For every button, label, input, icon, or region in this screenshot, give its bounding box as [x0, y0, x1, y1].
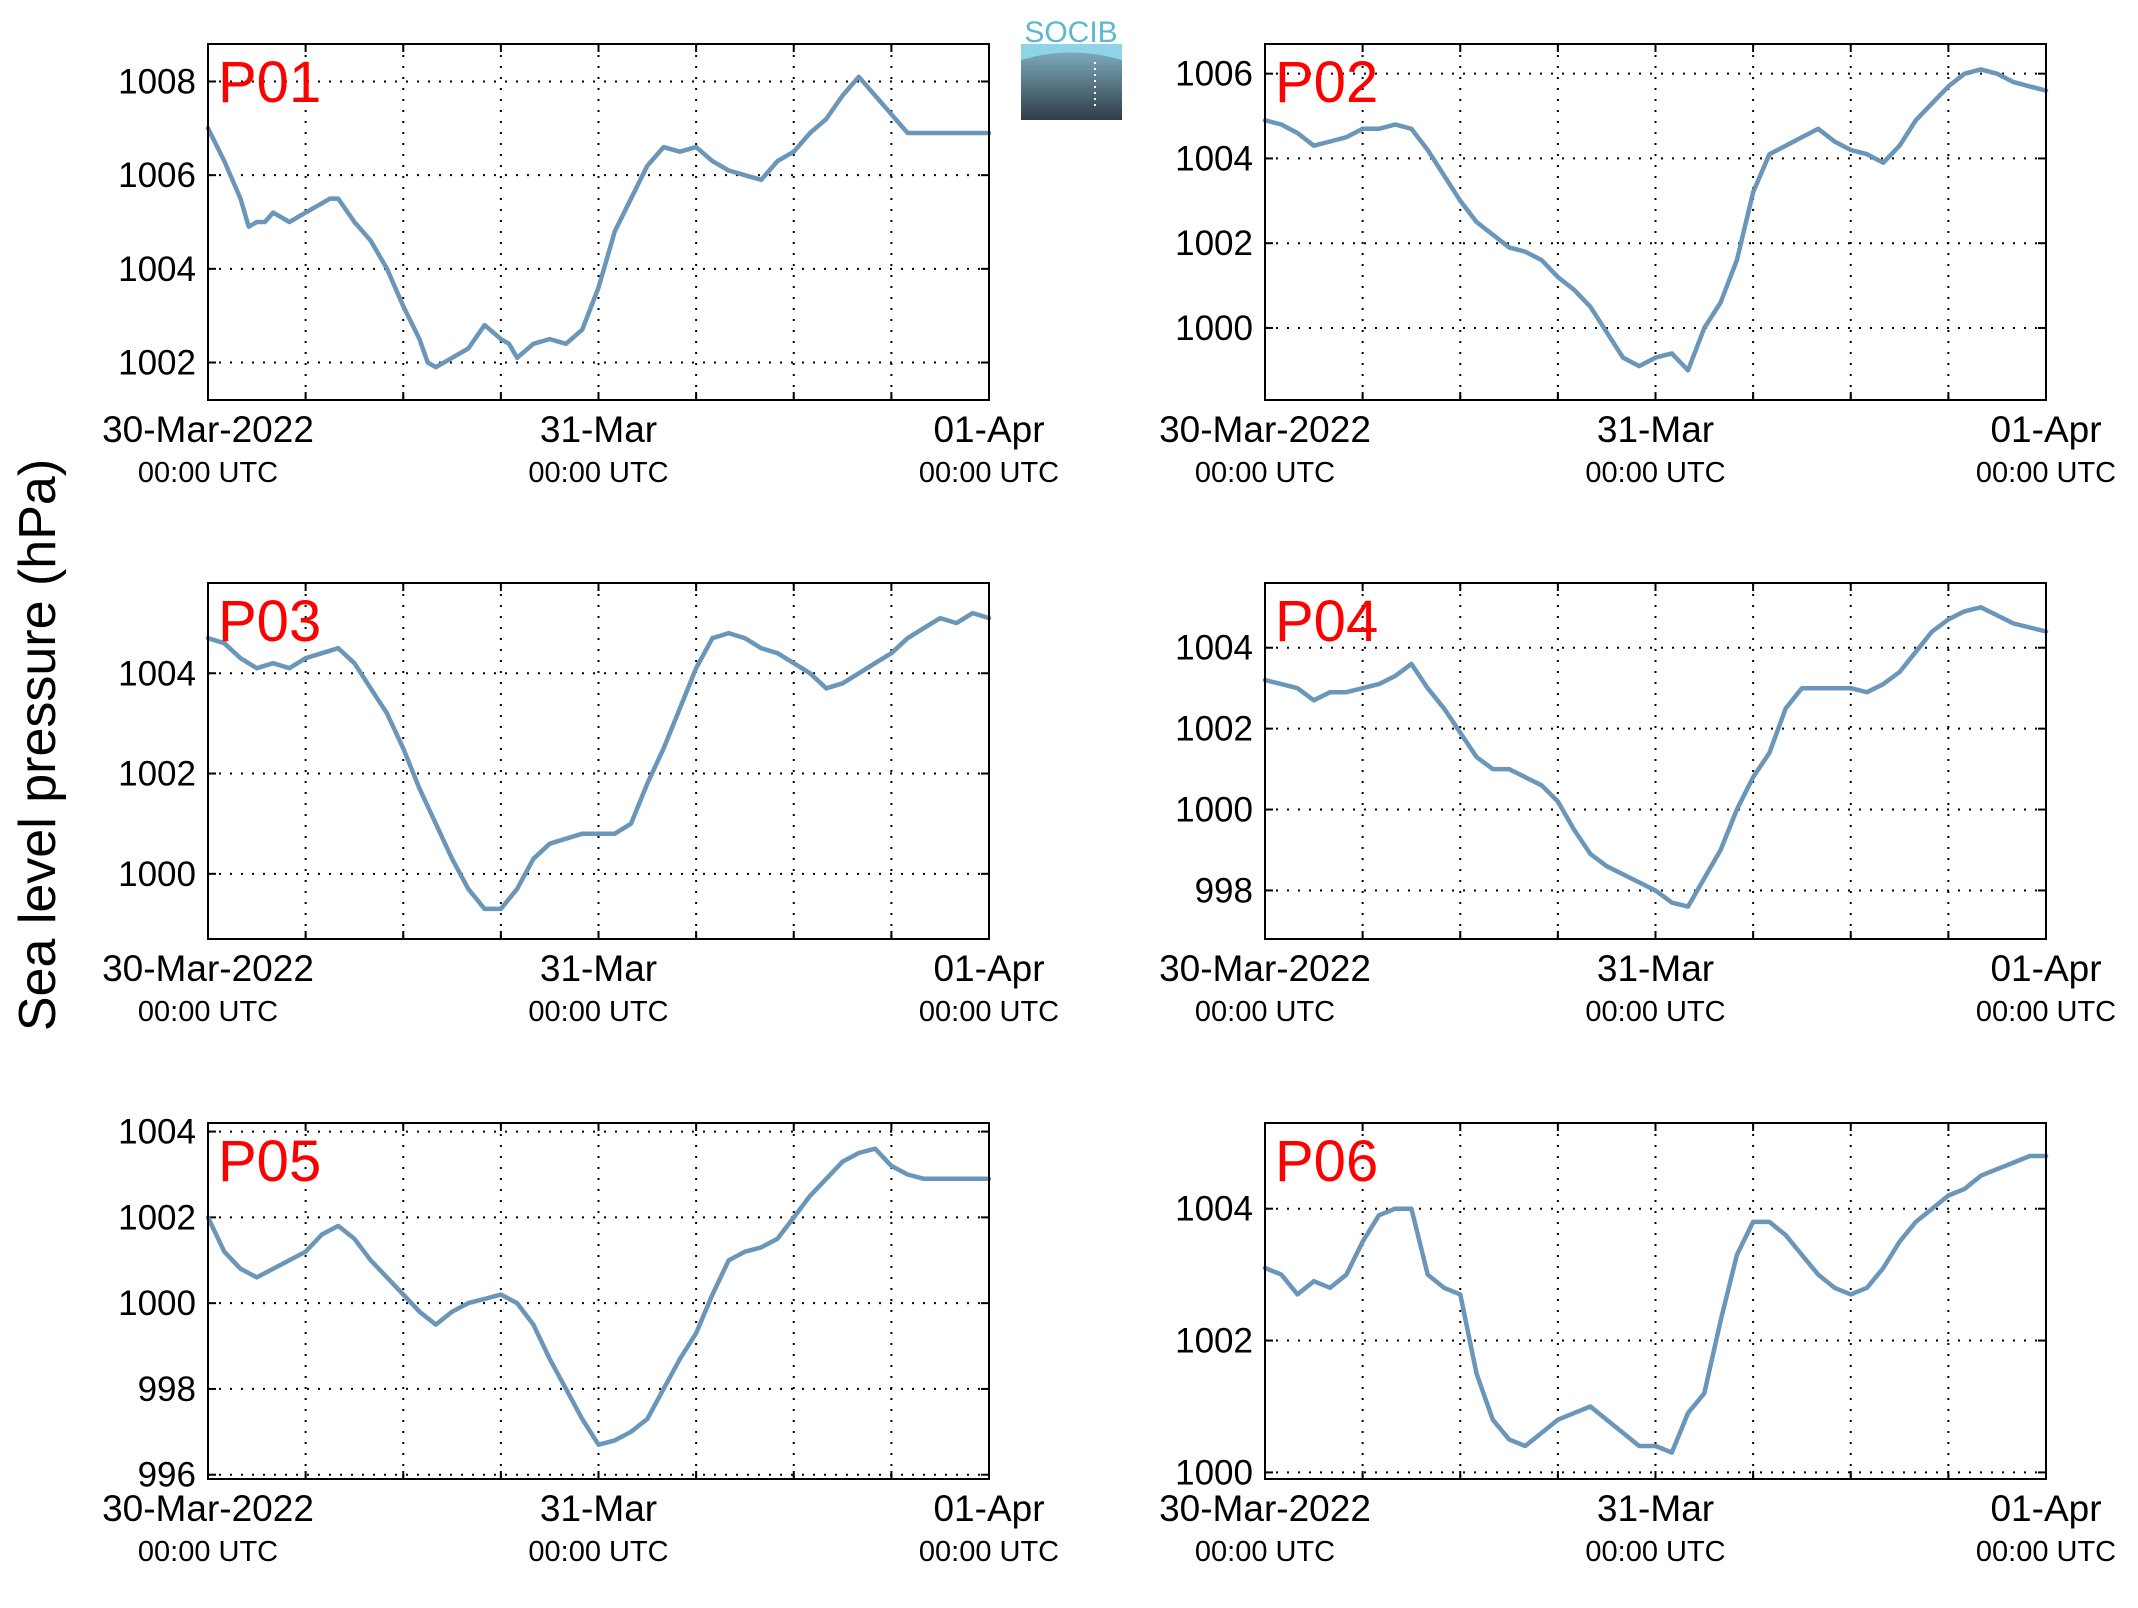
y-tick-label: 1002 [1175, 224, 1253, 263]
x-tick-label-time: 00:00 UTC [528, 457, 668, 489]
x-tick-label-date: 31-Mar [1597, 1488, 1714, 1529]
series-line-p06 [1262, 1153, 2049, 1455]
y-tick-label: 1002 [1175, 710, 1253, 749]
x-tick-label-time: 00:00 UTC [528, 996, 668, 1028]
socib-logo: SOCIB [1021, 16, 1122, 120]
y-tick-label: 1002 [118, 1198, 196, 1237]
x-tick-label-time: 00:00 UTC [1585, 1536, 1725, 1568]
y-tick-label: 1000 [1175, 309, 1253, 348]
x-tick-label-date: 01-Apr [933, 948, 1044, 989]
x-tick-label-date: 30-Mar-2022 [1159, 409, 1371, 450]
y-tick-label: 1000 [118, 855, 196, 894]
panel-label: P04 [1275, 589, 1378, 654]
panel-label: P02 [1275, 50, 1378, 115]
x-tick-label-time: 00:00 UTC [138, 1536, 278, 1568]
panel-label: P03 [218, 589, 321, 654]
plot-frame [1264, 43, 2047, 401]
series-line-p03 [205, 610, 992, 912]
x-tick-label-time: 00:00 UTC [1195, 457, 1335, 489]
x-tick-label-time: 00:00 UTC [138, 457, 278, 489]
plot-frame [1264, 1122, 2047, 1480]
plot-frame [207, 43, 990, 401]
panel-label: P05 [218, 1129, 321, 1194]
x-tick-label-time: 00:00 UTC [919, 996, 1059, 1028]
x-tick-label-date: 01-Apr [933, 409, 1044, 450]
x-tick-label-date: 30-Mar-2022 [1159, 1488, 1371, 1529]
y-tick-label: 998 [138, 1370, 196, 1409]
chart-panel-p01: 1002 1004 1006 1008 30-Mar-2022 00:00 UTC 31-M… [102, 43, 1059, 489]
logo-wave-icon [1021, 44, 1122, 60]
x-tick-label-date: 31-Mar [540, 1488, 657, 1529]
y-axis-label: Sea level pressure (hPa) [9, 459, 67, 1031]
x-tick-label-date: 30-Mar-2022 [102, 948, 314, 989]
x-tick-label-date: 31-Mar [1597, 948, 1714, 989]
y-tick-label: 1000 [118, 1284, 196, 1323]
x-tick-label-date: 31-Mar [540, 409, 657, 450]
panel-label: P06 [1275, 1129, 1378, 1194]
series-line-p02 [1262, 67, 2049, 373]
x-tick-label-date: 31-Mar [1597, 409, 1714, 450]
x-tick-label-date: 30-Mar-2022 [102, 409, 314, 450]
y-tick-label: 1006 [118, 156, 196, 195]
y-tick-label: 1004 [118, 654, 196, 693]
y-tick-label: 1004 [118, 250, 196, 289]
x-tick-label-time: 00:00 UTC [138, 996, 278, 1028]
y-tick-label: 1004 [1175, 629, 1253, 668]
y-tick-label: 1002 [1175, 1322, 1253, 1361]
series-line-p04 [1262, 605, 2049, 909]
y-tick-label: 1004 [118, 1113, 196, 1152]
plot-frame [207, 1122, 990, 1480]
logo-badge [1021, 44, 1122, 120]
x-tick-label-time: 00:00 UTC [1585, 996, 1725, 1028]
series-line-p05 [205, 1146, 992, 1447]
series-line-p01 [205, 74, 992, 370]
y-tick-label: 1008 [118, 62, 196, 101]
x-tick-label-date: 01-Apr [1990, 948, 2101, 989]
x-tick-label-date: 01-Apr [1990, 1488, 2101, 1529]
y-tick-label: 996 [138, 1456, 196, 1495]
x-tick-label-date: 30-Mar-2022 [1159, 948, 1371, 989]
chart-panel-p06: 1000 1002 1004 30-Mar-2022 00:00 UTC 31-Mar 00… [1159, 1122, 2116, 1568]
y-tick-label: 1004 [1175, 1190, 1253, 1229]
chart-panel-p05: 996 998 1000 1002 1004 30-Mar-2022 00:00 UTC 31… [102, 1113, 1059, 1568]
x-tick-label-time: 00:00 UTC [919, 457, 1059, 489]
plot-frame [207, 582, 990, 940]
x-tick-label-time: 00:00 UTC [1976, 457, 2116, 489]
logo-text: SOCIB [1024, 16, 1117, 49]
y-tick-label: 1000 [1175, 1453, 1253, 1492]
x-tick-label-time: 00:00 UTC [1585, 457, 1725, 489]
x-tick-label-date: 01-Apr [933, 1488, 1044, 1529]
chart-panel-p02: 1000 1002 1004 1006 30-Mar-2022 00:00 UTC 31-M… [1159, 43, 2116, 489]
y-tick-label: 1006 [1175, 55, 1253, 94]
y-tick-label: 1002 [118, 344, 196, 383]
x-tick-label-date: 31-Mar [540, 948, 657, 989]
chart-panel-p03: 1000 1002 1004 30-Mar-2022 00:00 UTC 31-Mar 00… [102, 582, 1059, 1028]
chart-panel-p04: 998 1000 1002 1004 30-Mar-2022 00:00 UTC 31-Ma… [1159, 582, 2116, 1028]
x-tick-label-time: 00:00 UTC [1195, 996, 1335, 1028]
x-tick-label-date: 30-Mar-2022 [102, 1488, 314, 1529]
panel-label: P01 [218, 50, 321, 115]
y-tick-label: 1000 [1175, 791, 1253, 830]
x-tick-label-time: 00:00 UTC [919, 1536, 1059, 1568]
y-tick-label: 1002 [118, 755, 196, 794]
plot-frame [1264, 582, 2047, 940]
x-tick-label-time: 00:00 UTC [528, 1536, 668, 1568]
x-tick-label-time: 00:00 UTC [1195, 1536, 1335, 1568]
x-tick-label-time: 00:00 UTC [1976, 1536, 2116, 1568]
x-tick-label-time: 00:00 UTC [1976, 996, 2116, 1028]
y-tick-label: 998 [1195, 871, 1253, 910]
x-tick-label-date: 01-Apr [1990, 409, 2101, 450]
y-tick-label: 1004 [1175, 139, 1253, 178]
